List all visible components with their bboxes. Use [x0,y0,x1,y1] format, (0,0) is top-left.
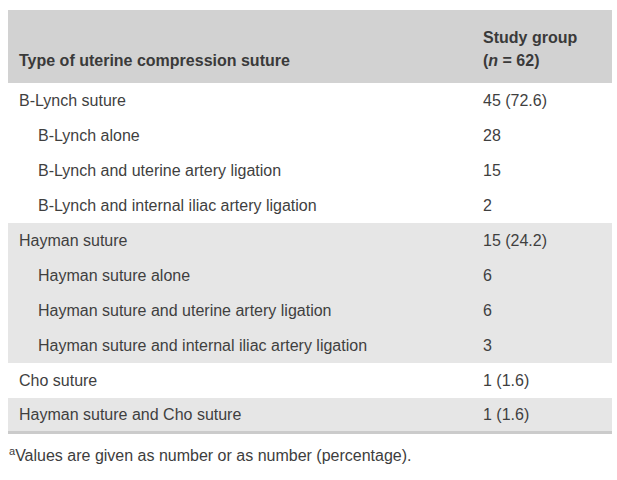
table-row: Hayman suture and Cho suture 1 (1.6) [8,398,612,431]
row-label: Hayman suture and internal iliac artery … [8,337,483,355]
row-value: 2 [483,197,612,215]
row-label: B-Lynch alone [8,127,483,145]
row-label: Cho suture [8,372,483,390]
row-value: 6 [483,267,612,285]
row-value: 1 (1.6) [483,406,612,424]
column-header-suture-type: Type of uterine compression suture [8,51,483,72]
table-row: B-Lynch and internal iliac artery ligati… [8,188,612,223]
row-label: B-Lynch suture [8,92,483,110]
row-label: B-Lynch and uterine artery ligation [8,162,483,180]
table-header-row: Type of uterine compression suture Study… [8,10,612,83]
footnote-text: Values are given as number or as number … [15,447,411,464]
table-row: B-Lynch alone 28 [8,118,612,153]
row-value: 28 [483,127,612,145]
row-label: Hayman suture and uterine artery ligatio… [8,302,483,320]
table-footnote: aValues are given as number or as number… [8,447,612,465]
row-value: 15 [483,162,612,180]
row-value: 15 (24.2) [483,232,612,250]
column-header-study-group: Study group (n = 62) [483,26,612,72]
table-row: Hayman suture and internal iliac artery … [8,328,612,363]
study-group-line2: (n = 62) [483,49,612,72]
row-value: 1 (1.6) [483,372,612,390]
row-value: 3 [483,337,612,355]
row-label: B-Lynch and internal iliac artery ligati… [8,197,483,215]
suture-table: Type of uterine compression suture Study… [8,10,612,465]
table-row: Hayman suture 15 (24.2) [8,223,612,258]
row-label: Hayman suture and Cho suture [8,406,483,424]
table-row: B-Lynch and uterine artery ligation 15 [8,153,612,188]
table-body: B-Lynch suture 45 (72.6) B-Lynch alone 2… [8,83,612,434]
row-label: Hayman suture alone [8,267,483,285]
row-value: 45 (72.6) [483,92,612,110]
table-row: Hayman suture and uterine artery ligatio… [8,293,612,328]
table-row: Hayman suture alone 6 [8,258,612,293]
row-value: 6 [483,302,612,320]
row-label: Hayman suture [8,232,483,250]
study-group-line1: Study group [483,26,612,49]
n-symbol: n [488,52,498,69]
table-row: B-Lynch suture 45 (72.6) [8,83,612,118]
table-row: Cho suture 1 (1.6) [8,363,612,398]
